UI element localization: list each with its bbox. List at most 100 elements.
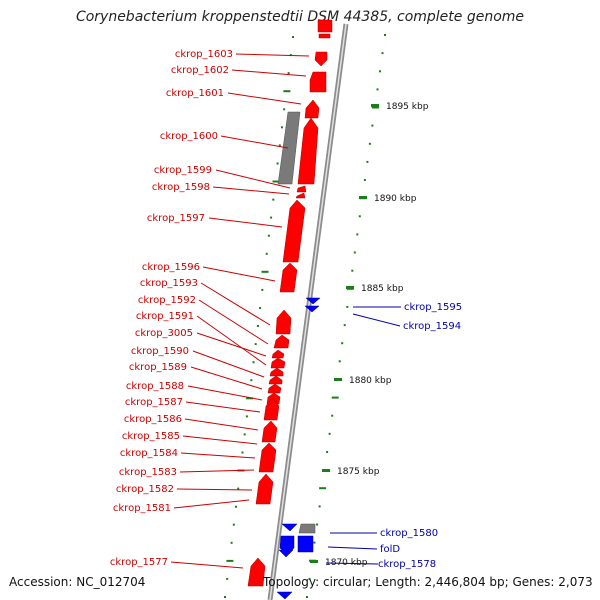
gc-left-mark [283,108,286,111]
gc-left-mark [278,144,281,147]
gene-label: ckrop_1589 [129,362,187,373]
pseudo-genes [277,111,316,534]
gene-ckrop_3005 [271,349,285,359]
gene-label: ckrop_1577 [110,557,168,568]
scale-tick-mark [371,104,379,107]
gene-ckrop_1601 [309,71,327,93]
scale-tick-mark [334,378,342,381]
gene-label: ckrop_1592 [138,295,196,306]
leader-ckrop_1589 [190,366,263,390]
leader-ckrop_1603 [235,53,310,57]
leader-ckrop_1600 [220,135,289,149]
leader-ckrop_1593 [200,282,271,326]
accession-text: Accession: NC_012704 [9,575,146,589]
leader-ckrop_1578 [325,562,379,565]
leader-ckrop_1587 [185,401,261,413]
leader-ckrop_1577 [170,561,244,569]
gene-ckrop_1578-b [278,549,294,558]
gc-left-mark [224,596,226,598]
gc-right-mark [341,342,344,345]
scale-tick-mark [346,286,354,289]
leader-folD [327,546,378,550]
leader-ckrop_1588 [187,385,263,401]
gene-ckrop_1584 [258,442,277,473]
gc-left-mark [261,270,269,273]
map-title: Corynebacterium kroppenstedtii DSM 44385… [75,9,525,25]
gene-label: ckrop_1596 [142,262,200,273]
gene-ckrop_1603 [317,19,333,33]
gene-ckrop_1580 [281,523,298,532]
gene-ckrop_1592 [273,334,290,349]
gc-left-mark [256,325,259,327]
leader-ckrop_1585 [182,435,258,445]
gc-left-mark [287,72,290,75]
gene-ckrop_1587 [263,397,280,421]
gc-left-mark [283,90,291,93]
gc-left-mark [272,180,280,183]
gene-label: ckrop_1578 [378,559,436,570]
leader-ckrop_1581 [173,499,250,509]
gc-right-mark [331,396,339,399]
reverse-gene-labels: ckrop_1595 ckrop_1594 ckrop_1580 folD ck… [378,302,462,570]
scale-tick-mark [322,469,330,472]
genome-stats-text: Topology: circular; Length: 2,446,804 bp… [263,575,593,589]
reverse-leader-lines [325,306,401,565]
backbone-inner [269,23,347,600]
leader-ckrop_1598 [212,186,290,195]
gene-label: ckrop_1582 [116,484,174,495]
gc-left-mark [259,307,262,309]
gc-right-mark [331,414,334,417]
leader-ckrop_1592 [198,299,269,345]
gene-label: ckrop_1602 [171,65,229,76]
gene-ckrop_1582 [255,473,274,505]
gc-left-mark [226,559,234,562]
scale-tick-mark [359,196,367,199]
leader-ckrop_1583 [179,469,255,473]
pseudo-gene-ckrop_1580 [298,523,316,534]
gc-left-mark [292,36,294,38]
gc-left-mark [272,198,275,201]
gc-right-mark [351,269,354,272]
leader-ckrop_1597 [208,217,283,228]
gene-label: ckrop_1601 [166,88,224,99]
gene-ckrop_1600b [297,117,319,185]
scale-tick-label: 1880 kbp [349,376,392,386]
scale-tick-label: 1875 kbp [337,467,380,477]
gc-right-mark [318,505,321,508]
gene-label: ckrop_1599 [154,165,212,176]
gene-ckrop_1578 [297,535,314,553]
gc-left-mark [237,487,240,490]
gc-right-mark [379,70,381,73]
leader-ckrop_1586 [184,418,259,431]
leader-ckrop_1591 [196,315,267,366]
gene-label: ckrop_3005 [135,328,193,339]
gene-label: ckrop_1595 [404,302,462,313]
gene-label: ckrop_1600 [160,131,218,142]
gene-ckrop_1586 [261,420,278,443]
gc-right-mark [368,142,371,145]
gene-ckrop_1591 [270,357,286,369]
reverse-genes [276,297,321,600]
gc-left-mark [267,234,270,237]
gc-right-mark [326,451,329,453]
gc-right-mark [338,360,341,363]
scale-tick-mark [310,560,318,563]
gene-label: ckrop_1585 [122,431,180,442]
gene-ckrop_1590b [268,375,283,385]
gc-right-mark [384,34,386,36]
gene-label: ckrop_1591 [136,311,194,322]
gc-right-mark [376,88,379,91]
gc-left-mark [235,505,237,508]
gene-bottom [276,591,293,600]
gc-right-mark [343,324,346,327]
gene-label: ckrop_1584 [120,448,178,459]
gc-right-mark [371,124,374,127]
gene-label: ckrop_1587 [125,397,183,408]
gc-right-mark [371,106,379,109]
pseudo-gene-ckrop_1600 [277,111,301,185]
gene-label: ckrop_1598 [152,182,210,193]
gene-ckrop_1594 [304,305,320,313]
gc-right-mark [353,251,356,254]
gene-label: folD [380,544,400,555]
